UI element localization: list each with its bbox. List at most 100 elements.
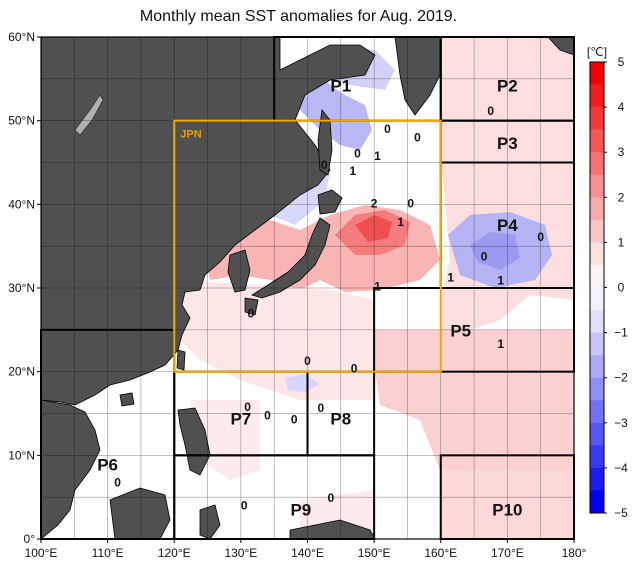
contour-value-label: 1 bbox=[349, 164, 356, 178]
colorbar: [℃] 5 4 3 2 1 0 −1 −2 −3 −4 −5 bbox=[587, 45, 628, 520]
lat-tick-label: 20°N bbox=[8, 365, 35, 379]
region-label-p9: P9 bbox=[290, 501, 311, 520]
colorbar-segment bbox=[590, 445, 604, 469]
colorbar-segment bbox=[590, 129, 604, 153]
contour-value-label: 1 bbox=[374, 280, 381, 294]
lon-tick-label: 140°E bbox=[291, 546, 324, 560]
colorbar-segment bbox=[590, 467, 604, 491]
land-korea bbox=[227, 249, 251, 293]
colorbar-tick-label: 5 bbox=[618, 55, 625, 69]
colorbar-segment bbox=[590, 400, 604, 424]
contour-value-label: 0 bbox=[481, 249, 488, 263]
lat-tick-label: 10°N bbox=[8, 448, 35, 462]
jpn-box: JPN bbox=[173, 119, 442, 373]
land-island-sakhalin-north bbox=[74, 94, 104, 136]
land-indochina bbox=[41, 399, 101, 539]
lon-tick-label: 110°E bbox=[92, 546, 124, 560]
lon-tick-label: 160°E bbox=[424, 546, 457, 560]
jpn-box-outline bbox=[173, 119, 442, 373]
contour-value-label: 0 bbox=[321, 158, 328, 172]
land-philippines bbox=[177, 407, 211, 476]
region-label-p3: P3 bbox=[497, 134, 518, 153]
contour-value-label: 0 bbox=[414, 131, 421, 145]
colorbar-segment bbox=[590, 332, 604, 356]
region-label-p5: P5 bbox=[450, 322, 471, 341]
contour-value-label: 0 bbox=[114, 475, 121, 489]
colorbar-tick-label: −2 bbox=[614, 371, 628, 385]
colorbar-segment bbox=[590, 287, 604, 311]
colorbar-segment bbox=[590, 197, 604, 221]
contour-value-label: 0 bbox=[384, 122, 391, 136]
jpn-box-label: JPN bbox=[180, 129, 201, 141]
colorbar-tick-label: −4 bbox=[614, 461, 628, 475]
colorbar-tick-label: −3 bbox=[614, 416, 628, 430]
longitude-axis: 100°E 110°E 120°E 130°E 140°E 150°E 160°E 170°E… bbox=[25, 539, 587, 560]
contour-value-label: 0 bbox=[304, 354, 311, 368]
land-honshu bbox=[251, 217, 331, 299]
warm-anomaly-subtropic bbox=[180, 280, 375, 400]
colorbar-segment bbox=[590, 355, 604, 378]
colorbar-tick-label: −1 bbox=[614, 326, 628, 340]
colorbar-segment bbox=[590, 242, 604, 266]
land-sulawesi bbox=[199, 504, 221, 539]
land-new-guinea bbox=[289, 519, 376, 539]
contour-value-label: 1 bbox=[447, 270, 454, 284]
land-asia-mainland bbox=[41, 37, 376, 406]
lat-tick-label: 0° bbox=[24, 532, 36, 546]
colorbar-unit: [℃] bbox=[587, 45, 607, 59]
land-alaska bbox=[547, 37, 574, 56]
colorbar-segment bbox=[590, 84, 604, 108]
colorbar-segment bbox=[590, 310, 604, 333]
contour-value-label: 0 bbox=[317, 401, 324, 415]
region-label-p4: P4 bbox=[497, 216, 518, 235]
contour-value-label: 0 bbox=[351, 362, 358, 376]
region-label-p6: P6 bbox=[97, 455, 118, 474]
contour-value-label: 0 bbox=[244, 400, 251, 414]
lat-tick-label: 30°N bbox=[8, 281, 35, 295]
lon-tick-label: 120°E bbox=[158, 546, 191, 560]
map-title: Monthly mean SST anomalies for Aug. 2019… bbox=[139, 8, 458, 25]
colorbar-tick-label: 0 bbox=[618, 281, 625, 295]
colorbar-segment bbox=[590, 107, 604, 130]
contour-value-label: 2 bbox=[371, 197, 378, 211]
colorbar-segment bbox=[590, 264, 604, 288]
colorbar-segment bbox=[590, 152, 604, 176]
colorbar-segment bbox=[590, 174, 604, 198]
lon-tick-label: 170°E bbox=[491, 546, 524, 560]
contour-value-label: 1 bbox=[374, 149, 381, 163]
lat-tick-label: 60°N bbox=[8, 30, 35, 44]
lon-tick-label: 100°E bbox=[25, 546, 58, 560]
colorbar-segment bbox=[590, 490, 604, 514]
land bbox=[41, 37, 574, 539]
contour-value-label: 1 bbox=[397, 215, 404, 229]
colorbar-tick-label: 2 bbox=[618, 190, 625, 204]
warm-anomaly-p10 bbox=[440, 470, 574, 539]
lon-tick-label: 180° bbox=[562, 546, 587, 560]
colorbar-segment bbox=[590, 422, 604, 446]
contour-value-label: 0 bbox=[248, 306, 255, 320]
lon-tick-label: 150°E bbox=[358, 546, 391, 560]
contour-value-label: 0 bbox=[327, 491, 334, 505]
region-label-p7: P7 bbox=[230, 409, 251, 428]
contour-value-label: 0 bbox=[264, 408, 271, 422]
lat-tick-label: 50°N bbox=[8, 114, 35, 128]
colorbar-segment bbox=[590, 377, 604, 401]
land-hainan bbox=[119, 392, 135, 407]
region-label-p1: P1 bbox=[330, 76, 351, 95]
contour-value-label: 0 bbox=[537, 230, 544, 244]
contour-value-label: 0 bbox=[487, 104, 494, 118]
lat-tick-label: 40°N bbox=[8, 197, 35, 211]
contour-value-label: 0 bbox=[241, 499, 248, 513]
colorbar-tick-label: −5 bbox=[614, 506, 628, 520]
warm-anomaly-peak bbox=[355, 215, 392, 242]
region-label-p8: P8 bbox=[330, 409, 351, 428]
region-label-p2: P2 bbox=[497, 76, 518, 95]
land-borneo bbox=[109, 487, 171, 539]
contour-value-label: 1 bbox=[497, 337, 504, 351]
colorbar-tick-label: 3 bbox=[618, 145, 625, 159]
contour-value-label: 0 bbox=[407, 197, 414, 211]
contour-value-label: 1 bbox=[497, 274, 504, 288]
colorbar-tick-label: 1 bbox=[618, 235, 625, 249]
